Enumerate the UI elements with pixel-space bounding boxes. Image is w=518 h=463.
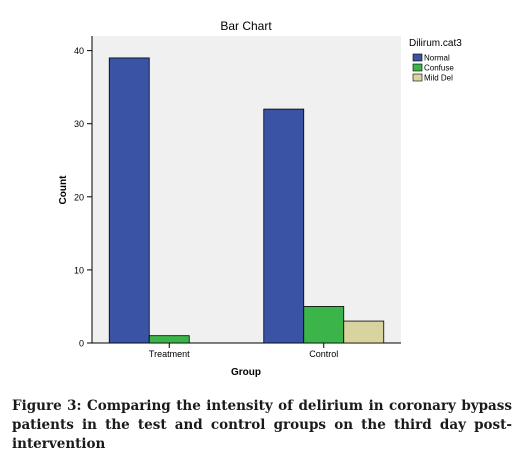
bar-chart: Bar Chart 0 10 20 30 40 Treatment Control Gro… [58, 19, 463, 378]
y-tick-label: 30 [74, 119, 84, 129]
y-tick-label: 20 [74, 192, 84, 202]
bar-mild-del-control [343, 320, 385, 344]
y-axis-label: Count [58, 175, 69, 205]
y-tick-label: 40 [74, 46, 84, 56]
bar-confuse-control [303, 306, 345, 344]
legend-label: Normal [424, 54, 450, 63]
legend-label: Mild Del [424, 74, 453, 83]
legend-title: Dilirum.cat3 [409, 38, 462, 49]
x-tick-label: Control [309, 349, 338, 359]
legend-label: Confuse [424, 64, 454, 73]
bar-confuse-treatment [148, 335, 190, 344]
legend-swatch [412, 73, 423, 82]
y-tick-label: 10 [74, 265, 84, 275]
bar-normal-treatment [108, 57, 150, 344]
x-axis-ticks: Treatment Control [149, 343, 338, 359]
chart-title: Bar Chart [220, 19, 272, 33]
legend-swatch [412, 63, 423, 72]
legend-swatch [412, 53, 423, 62]
y-axis-ticks: 0 10 20 30 40 [74, 46, 92, 349]
x-axis-label: Group [231, 367, 261, 378]
figure-caption: Figure 3: Comparing the intensity of del… [12, 398, 512, 452]
bar-normal-control [263, 108, 305, 344]
bars [108, 57, 385, 344]
x-tick-label: Treatment [149, 349, 190, 359]
y-tick-label: 0 [79, 339, 84, 349]
